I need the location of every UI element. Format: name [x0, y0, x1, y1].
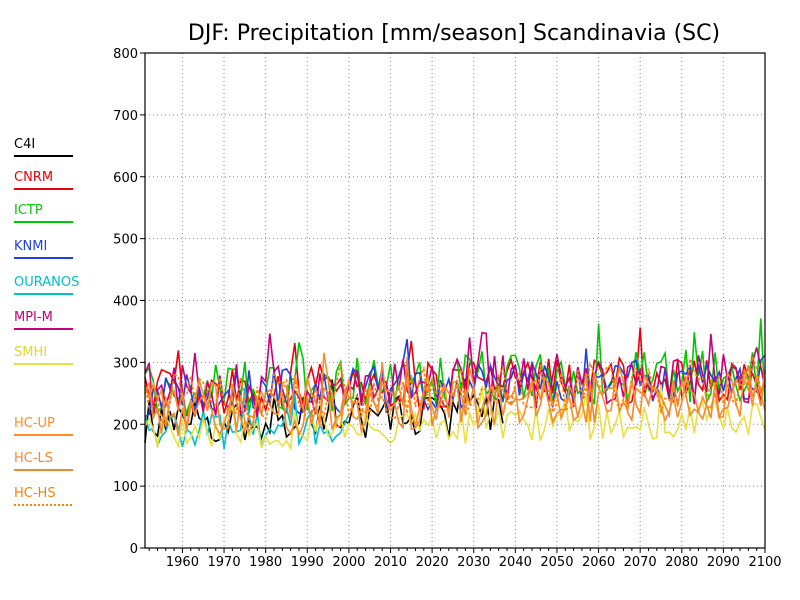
series-line-hc-hs [144, 356, 766, 427]
x-tick-label: 2040 [499, 555, 532, 570]
x-tick-label: 2070 [624, 555, 657, 570]
x-tick-label: 2090 [707, 555, 740, 570]
x-tick-label: 2050 [540, 555, 573, 570]
y-tick-label: 800 [113, 47, 138, 62]
y-tick-label: 700 [113, 109, 138, 124]
x-tick-label: 1980 [249, 555, 282, 570]
x-tick-label: 2000 [332, 555, 365, 570]
series-line-smhi [144, 384, 766, 452]
series-lines [144, 318, 766, 452]
x-tick-label: 2080 [665, 555, 698, 570]
y-axis: 0 100 200 300 400 500 600 700 800 [113, 47, 145, 557]
x-tick-label: 1970 [208, 555, 241, 570]
y-tick-label: 300 [113, 356, 138, 371]
legend-label: HC-HS [14, 486, 56, 501]
legend-label: KNMI [14, 239, 47, 254]
x-axis: 1960 1970 1980 1990 2000 2010 2020 2030 2040 2050… [148, 548, 782, 570]
legend-label: SMHI [14, 345, 47, 360]
grid [145, 53, 765, 548]
x-tick-label: 2060 [582, 555, 615, 570]
legend-label: MPI-M [14, 310, 53, 325]
legend: C4I CNRM ICTP KNMI OURANOS MPI-M SMHI HC-UP HC-L… [14, 137, 79, 506]
y-tick-label: 500 [113, 233, 138, 248]
x-tick-label: 1960 [166, 555, 199, 570]
x-tick-label: 2100 [748, 555, 781, 570]
y-tick-label: 200 [113, 418, 138, 433]
legend-label: ICTP [14, 203, 43, 218]
x-tick-label: 2030 [457, 555, 490, 570]
x-tick-label: 2010 [374, 555, 407, 570]
legend-label: HC-UP [14, 416, 55, 431]
legend-label: OURANOS [14, 275, 79, 290]
x-tick-label: 1990 [291, 555, 324, 570]
chart-title: DJF: Precipitation [mm/season] Scandinav… [188, 21, 720, 46]
y-tick-label: 600 [113, 171, 138, 186]
y-tick-label: 400 [113, 295, 138, 310]
legend-label: C4I [14, 137, 35, 152]
y-tick-label: 100 [113, 480, 138, 495]
x-tick-label: 2020 [416, 555, 449, 570]
legend-label: HC-LS [14, 451, 53, 466]
y-tick-label: 0 [130, 542, 138, 557]
legend-label: CNRM [14, 170, 53, 185]
series-line-mpi-m [144, 331, 766, 419]
